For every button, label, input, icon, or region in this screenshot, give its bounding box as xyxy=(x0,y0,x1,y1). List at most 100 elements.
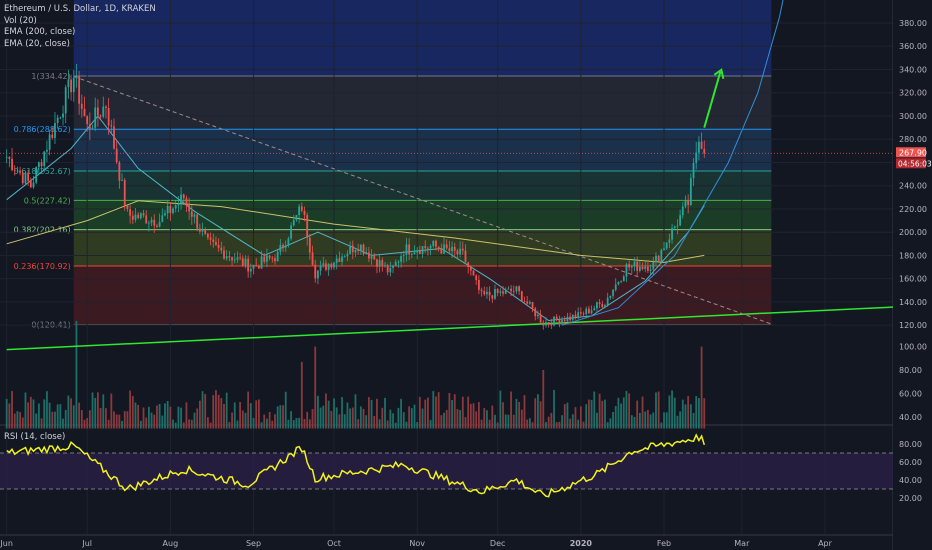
volume-bar xyxy=(464,417,467,429)
volume-bar xyxy=(217,394,220,429)
candle-body xyxy=(668,239,671,243)
volume-bar xyxy=(121,420,123,429)
volume-bar xyxy=(692,412,695,429)
symbol-title[interactable]: Ethereum / U.S. Dollar, 1D, KRAKEN xyxy=(4,4,156,14)
candle-body xyxy=(695,152,698,163)
ema20-legend[interactable]: EMA (20, close) xyxy=(4,38,70,49)
candle-body xyxy=(236,257,239,260)
volume-bar xyxy=(684,404,687,429)
candle-body xyxy=(512,291,515,292)
candle-body xyxy=(166,205,169,214)
volume-bar xyxy=(303,418,306,429)
candle-body xyxy=(673,226,676,228)
candlesticks[interactable] xyxy=(5,64,706,330)
candle-body xyxy=(5,156,8,158)
volume-bar xyxy=(601,400,604,429)
volume-bar xyxy=(308,419,311,429)
candle-body xyxy=(190,211,193,217)
volume-legend[interactable]: Vol (20) xyxy=(4,15,37,26)
volume-bar xyxy=(8,403,11,429)
candle-body xyxy=(121,180,123,181)
volume-bar xyxy=(295,417,298,429)
volume-bar xyxy=(469,403,472,429)
candle-body xyxy=(306,215,309,238)
volume-bar xyxy=(475,411,478,429)
ema200-legend[interactable]: EMA (200, close) xyxy=(4,27,76,37)
candle-body xyxy=(107,108,110,126)
volume-bar xyxy=(338,414,341,429)
volume-bar xyxy=(547,416,550,429)
volume-bar xyxy=(300,361,303,429)
volume-bar xyxy=(389,409,392,429)
volume-bar xyxy=(35,413,38,429)
volume-bar xyxy=(190,419,193,429)
candle-body xyxy=(131,215,134,220)
candle-body xyxy=(408,244,411,255)
candle-body xyxy=(115,148,118,163)
candle-body xyxy=(241,258,244,266)
rsi-band xyxy=(0,453,893,489)
candle-body xyxy=(113,126,115,149)
volume-bar xyxy=(566,402,569,429)
time-axis[interactable]: Jun Jul Aug Sep Oct Nov Dec 2020 Feb Mar Apr xyxy=(0,539,833,548)
fibonacci-retracement[interactable]: 1(334.42)0.786(288.62)0.618(252.67)0.5(2… xyxy=(14,72,772,330)
candle-body xyxy=(333,262,335,268)
candle-body xyxy=(687,200,690,205)
axis-background xyxy=(893,0,932,550)
candle-body xyxy=(126,205,129,210)
volume-bar xyxy=(427,397,429,429)
volume-bar xyxy=(622,397,625,429)
volume-bar xyxy=(118,414,121,429)
volume-bar xyxy=(679,411,682,429)
candle-body xyxy=(630,265,633,268)
volume-bar xyxy=(553,389,555,429)
volume-bar xyxy=(386,420,389,429)
candle-body xyxy=(295,215,298,221)
volume-bar xyxy=(687,395,690,429)
candle-body xyxy=(147,222,150,224)
candle-body xyxy=(647,266,649,271)
candle-body xyxy=(453,246,456,251)
volume-bar xyxy=(378,419,381,429)
candle-body xyxy=(381,260,384,267)
volume-bar xyxy=(545,422,547,429)
candle-body xyxy=(486,291,488,295)
projection-arrowhead xyxy=(713,68,725,80)
candle-body xyxy=(282,244,284,248)
candle-body xyxy=(137,214,140,219)
candle-body xyxy=(655,255,657,262)
volume-bar xyxy=(27,402,30,429)
candle-body xyxy=(156,225,158,227)
candle-body xyxy=(421,246,424,254)
candle-body xyxy=(343,256,346,258)
candle-body xyxy=(553,316,555,326)
volume-bar xyxy=(435,396,437,429)
volume-bar xyxy=(343,414,346,429)
candle-body xyxy=(207,233,209,238)
candle-body xyxy=(531,301,534,309)
volume-bar xyxy=(239,401,242,429)
candle-body xyxy=(539,314,542,323)
candle-body xyxy=(448,248,451,252)
fib-level-label: 0.382(202.16) xyxy=(14,226,71,235)
volume-bar xyxy=(317,395,319,429)
candle-body xyxy=(445,244,448,249)
rsi-panel[interactable] xyxy=(0,433,893,498)
candle-body xyxy=(287,238,290,246)
price-axis[interactable]: 120.00 140.00 160.00 180.00 200.00 220.00 240.… xyxy=(893,0,932,550)
candle-body xyxy=(491,295,494,299)
candle-body xyxy=(504,289,507,294)
candle-body xyxy=(223,250,225,259)
price-tick-label: 360.00 xyxy=(899,42,927,51)
volume-bar xyxy=(107,419,110,429)
price-tick-label: 140.00 xyxy=(899,298,927,307)
rsi-legend[interactable]: RSI (14, close) xyxy=(4,432,66,442)
candle-body xyxy=(571,314,574,320)
candle-body xyxy=(78,76,81,104)
volume-bar xyxy=(496,422,499,429)
volume-bar xyxy=(166,400,169,429)
candle-body xyxy=(496,289,499,293)
candle-body xyxy=(435,240,437,247)
candle-body xyxy=(386,265,389,273)
